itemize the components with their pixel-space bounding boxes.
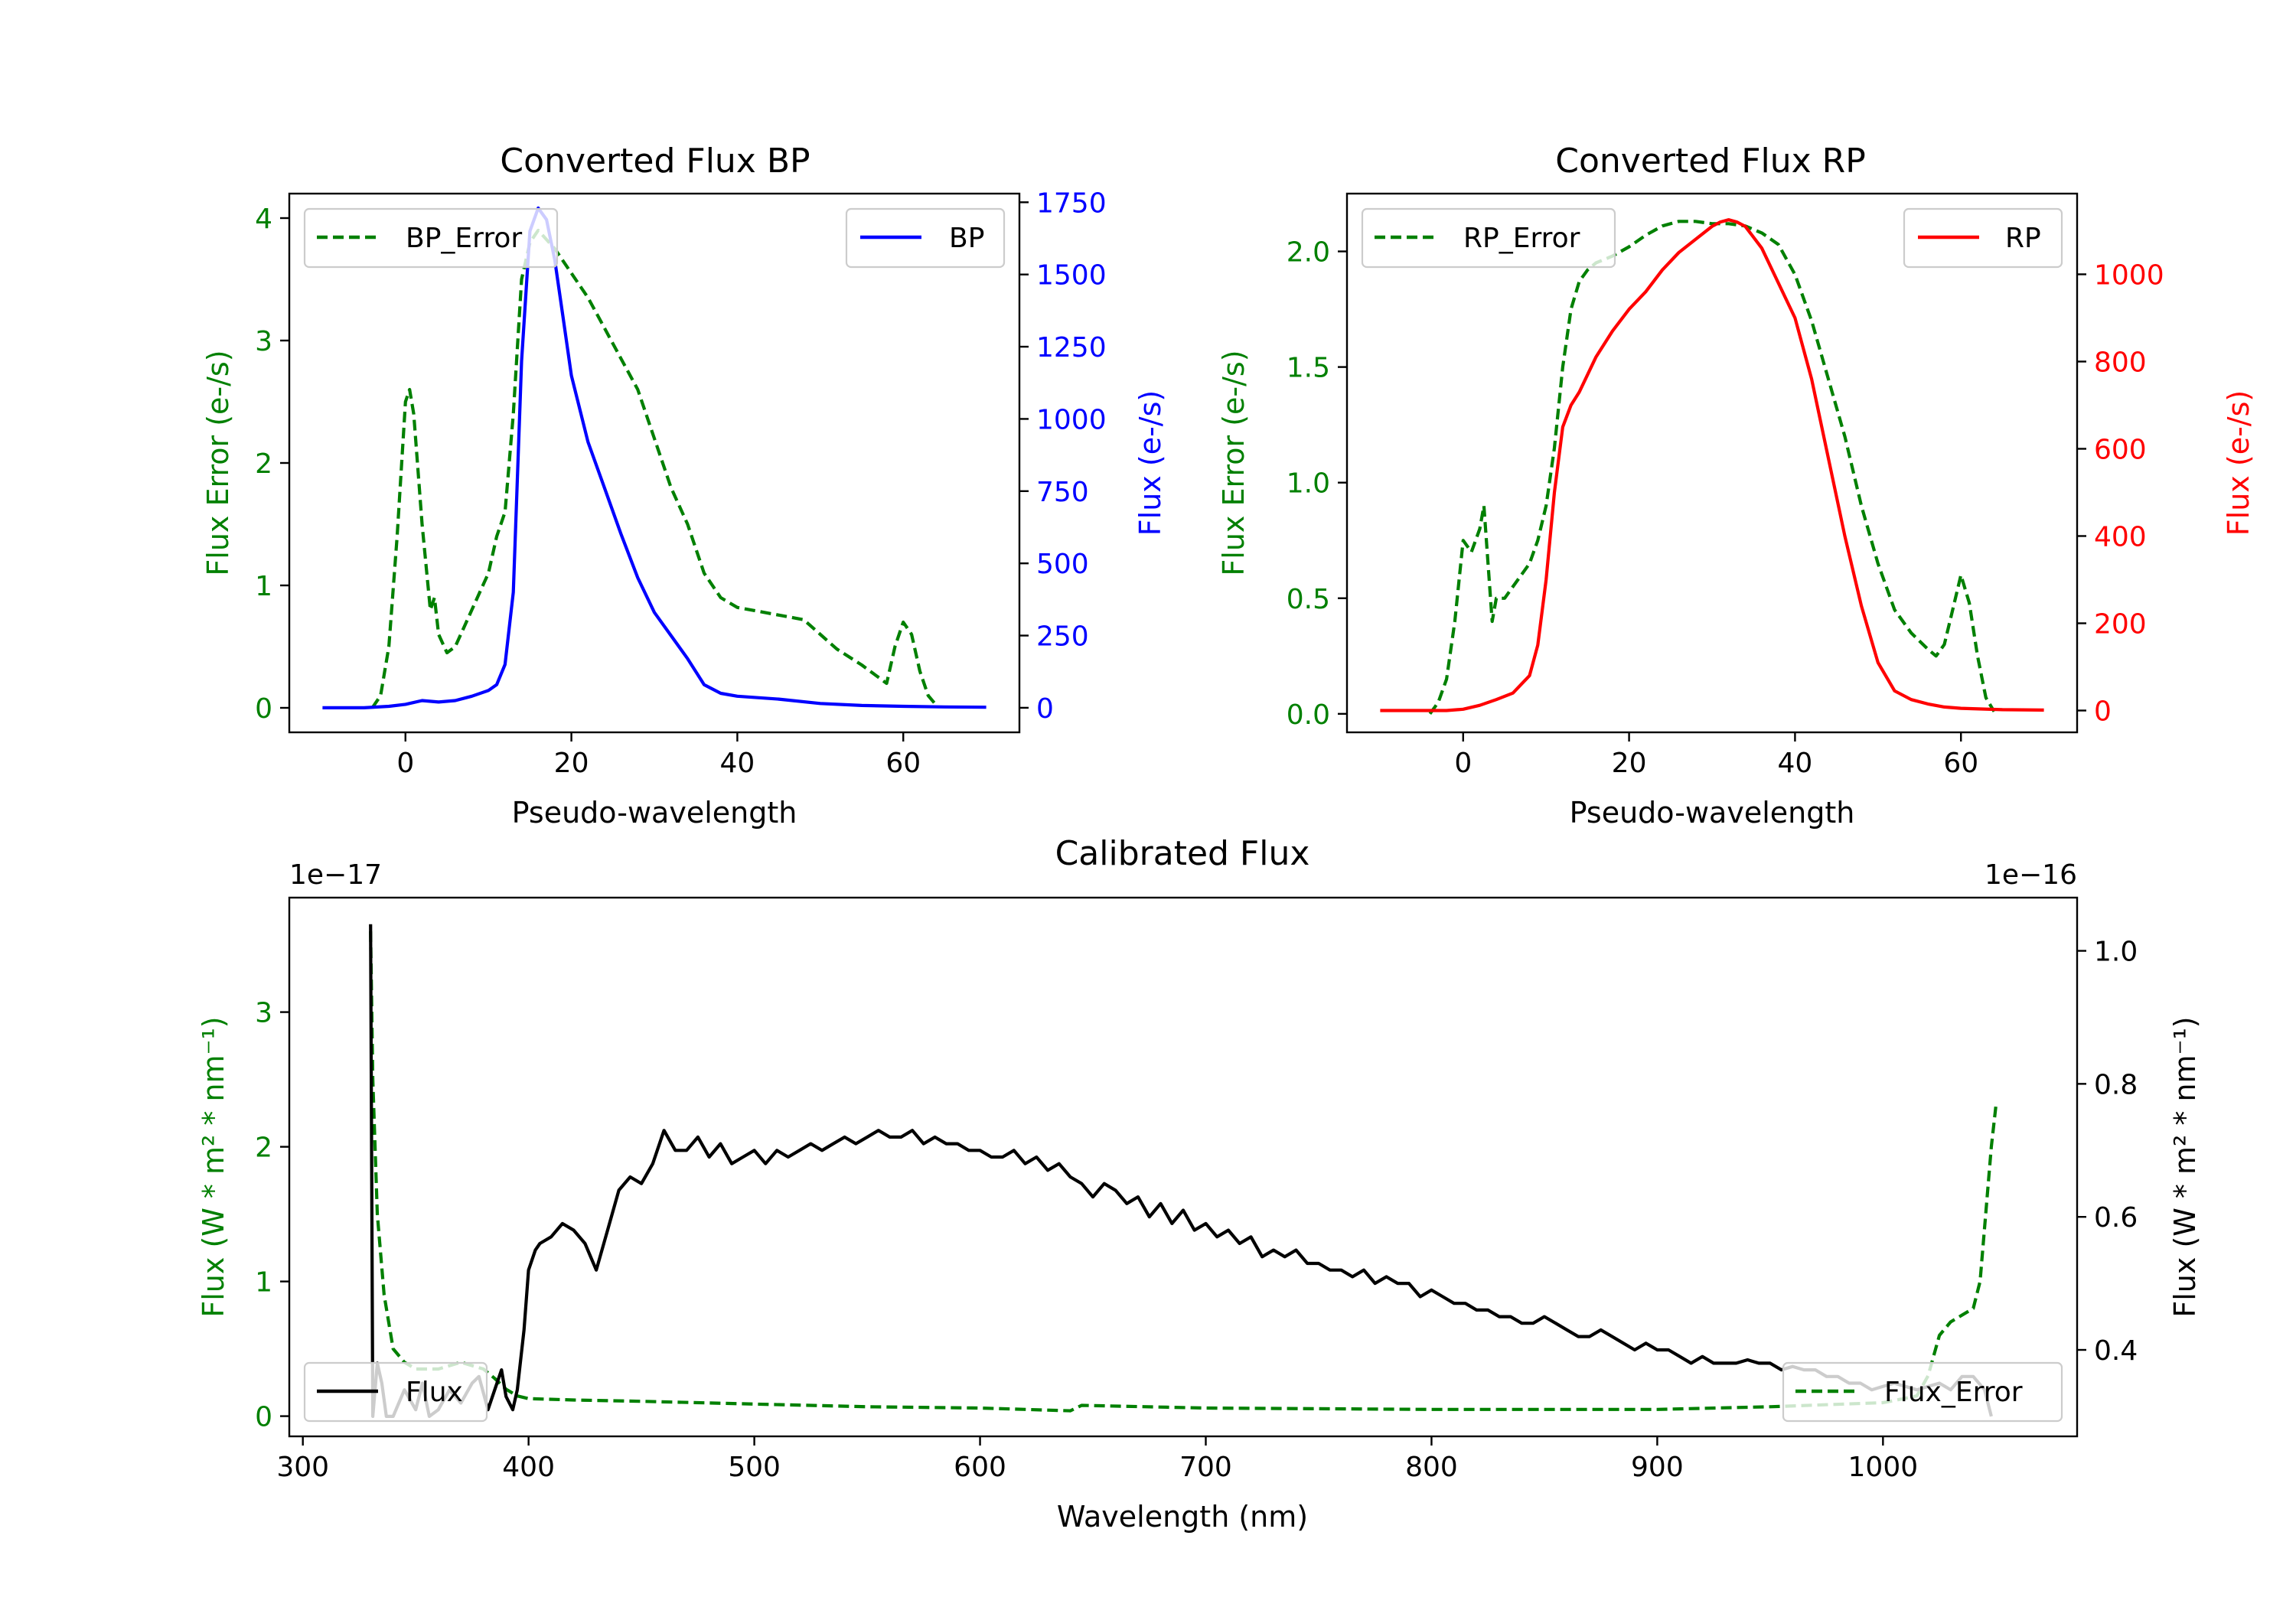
cal-x-tick-label: 900 [1631,1452,1684,1483]
bp-axes-frame [288,192,1021,734]
rp-left-tick-label: 0.0 [1287,699,1330,731]
calibrated-left-offset-label: 1e−17 [289,859,382,891]
bp-x-tick-label: 60 [885,748,921,779]
cal-left-tick-label: 2 [255,1133,272,1164]
calibrated-x-axis-label: Wavelength (nm) [1057,1500,1308,1534]
cal-x-tick-label: 800 [1405,1452,1458,1483]
rp-left-tick-label: 1.0 [1287,468,1330,500]
cal-left-tick-label: 1 [255,1267,272,1299]
rp-x-tick-label: 20 [1612,748,1647,779]
cal-right-tick-label: 0.8 [2094,1069,2138,1100]
bp-left-tick-label: 4 [255,204,272,235]
rp-error-legend: RP_Error [1361,207,1616,269]
cal-x-tick-label: 600 [954,1452,1006,1483]
bp-left-axis-label: Flux Error (e-/s) [201,350,235,575]
cal-left-tick-label: 3 [255,998,272,1029]
rp-x-tick-label: 60 [1943,748,1978,779]
calibrated-title: Calibrated Flux [1055,834,1310,873]
bp-right-tick-label: 1750 [1036,187,1107,219]
calibrated-flux-error-legend: Flux_Error [1782,1361,2063,1423]
calibrated-axes-frame [288,896,2079,1438]
bp-x-tick-label: 0 [396,748,414,779]
rp-right-tick-label: 1000 [2094,259,2164,291]
rp-legend: RP [1903,207,2063,269]
bp-right-tick-label: 1000 [1036,404,1107,435]
rp-x-tick-label: 40 [1778,748,1813,779]
bp-right-tick-label: 250 [1036,621,1089,653]
rp-right-tick-label: 200 [2094,608,2147,640]
cal-x-tick-label: 400 [502,1452,555,1483]
cal-x-tick-label: 700 [1179,1452,1232,1483]
rp-error-legend-label: RP_Error [1463,223,1580,254]
bp-right-axis-label: Flux (e-/s) [1133,390,1167,536]
rp-axes-frame [1345,192,2079,734]
cal-x-tick-label: 1000 [1848,1452,1919,1483]
bp-left-tick-label: 1 [255,571,272,602]
rp-rp-line [1380,218,2044,712]
rp-x-axis-label: Pseudo-wavelength [1570,796,1855,830]
bp-panel: Converted Flux BP 0 20 40 60 0 1 2 3 4 0 250 500 7… [201,142,1167,830]
calibrated-flux-legend-label: Flux [406,1377,463,1408]
calibrated-flux-error-legend-label: Flux_Error [1884,1377,2023,1408]
bp-error-legend: BP_Error [303,207,559,269]
bp-legend-label: BP [949,223,984,254]
bp-left-tick-label: 0 [255,693,272,725]
calibrated-flux-legend: Flux [303,1361,488,1423]
cal-flux-error-line [369,931,1998,1413]
rp-x-tick-label: 0 [1454,748,1472,779]
rp-rp-error-line [1428,220,1996,715]
rp-legend-label: RP [2005,223,2041,254]
bp-bp-line [322,206,987,710]
rp-right-tick-label: 0 [2094,696,2112,727]
bp-error-legend-label: BP_Error [406,223,522,254]
rp-title: Converted Flux RP [1555,142,1866,181]
bp-bp-error-line [370,228,938,709]
cal-x-tick-label: 300 [276,1452,329,1483]
cal-right-tick-label: 0.6 [2094,1202,2138,1234]
bp-right-tick-label: 1500 [1036,260,1107,292]
cal-right-tick-label: 1.0 [2094,937,2138,968]
bp-x-tick-label: 20 [554,748,589,779]
bp-legend: BP [845,207,1006,269]
cal-right-tick-label: 0.4 [2094,1335,2138,1367]
rp-right-tick-label: 600 [2094,434,2147,465]
cal-flux-line [369,924,1993,1419]
calibrated-panel: Calibrated Flux 1e−17 1e−16 300 400 500 600… [197,834,2202,1534]
rp-left-tick-label: 1.5 [1287,353,1330,384]
rp-left-axis-label: Flux Error (e-/s) [1217,350,1251,575]
cal-left-tick-label: 0 [255,1402,272,1433]
bp-left-tick-label: 3 [255,326,272,357]
rp-left-tick-label: 2.0 [1287,237,1330,269]
bp-title: Converted Flux BP [500,142,810,181]
cal-x-tick-label: 500 [728,1452,781,1483]
rp-right-tick-label: 800 [2094,347,2147,378]
rp-panel: Converted Flux RP 0 20 40 60 0.0 0.5 1.0 1.5 2.… [1217,142,2255,830]
calibrated-left-axis-label: Flux (W * m² * nm⁻¹) [197,1016,230,1317]
calibrated-right-offset-label: 1e−16 [1985,859,2077,891]
bp-x-tick-label: 40 [720,748,755,779]
rp-left-tick-label: 0.5 [1287,584,1330,615]
bp-right-tick-label: 0 [1036,693,1054,725]
bp-right-tick-label: 750 [1036,477,1089,508]
bp-right-tick-label: 500 [1036,549,1089,580]
bp-left-tick-label: 2 [255,448,272,480]
rp-right-tick-label: 400 [2094,521,2147,553]
bp-x-axis-label: Pseudo-wavelength [512,796,797,830]
calibrated-right-axis-label: Flux (W * m² * nm⁻¹) [2168,1016,2202,1317]
bp-right-tick-label: 1250 [1036,332,1107,363]
rp-right-axis-label: Flux (e-/s) [2222,390,2255,536]
